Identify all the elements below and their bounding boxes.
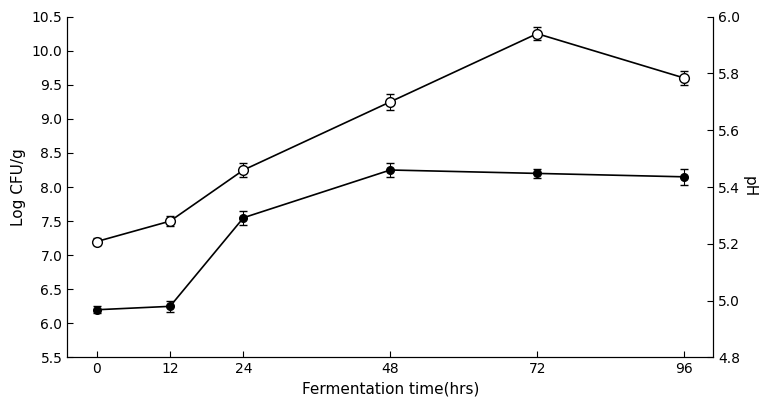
- Y-axis label: pH: pH: [742, 176, 757, 197]
- Y-axis label: Log CFU/g: Log CFU/g: [11, 148, 26, 226]
- X-axis label: Fermentation time(hrs): Fermentation time(hrs): [302, 382, 479, 397]
